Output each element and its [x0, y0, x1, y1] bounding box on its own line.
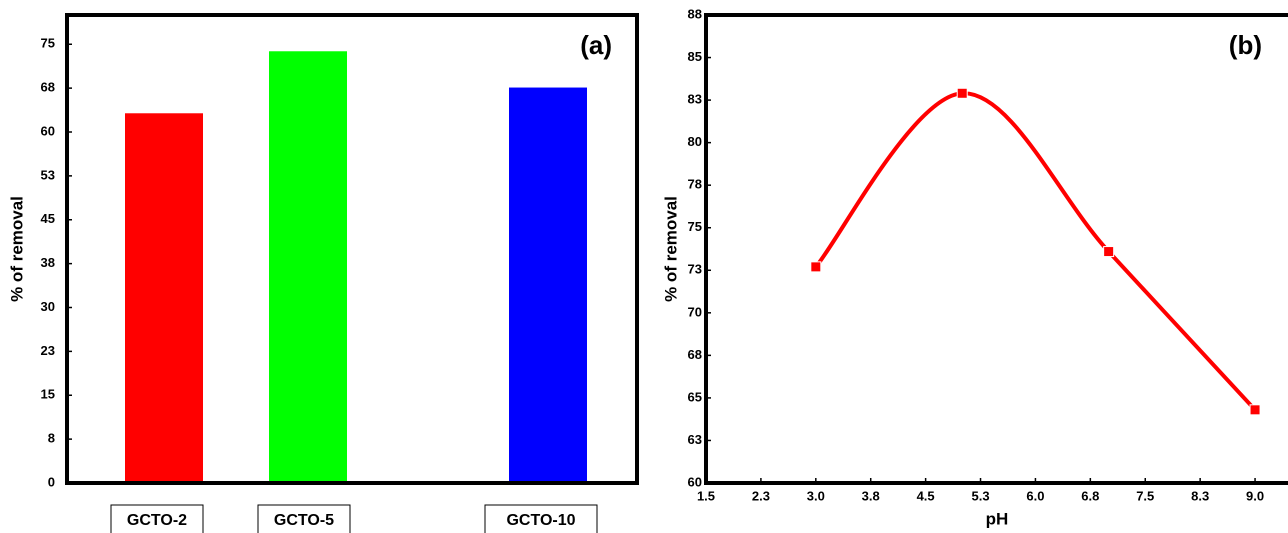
- panel-label: (b): [1229, 30, 1262, 60]
- x-tick-label: 3.0: [807, 488, 825, 503]
- y-tick-label: 70: [688, 304, 702, 319]
- y-tick-label: 68: [688, 347, 702, 362]
- page: {"chart_data": [ {"type": "bar", "y_labe…: [0, 0, 1288, 533]
- bar: [509, 88, 587, 483]
- marker: [1104, 247, 1114, 257]
- marker: [957, 88, 967, 98]
- x-tick-label: 2.3: [752, 488, 770, 503]
- x-tick-label: GCTO-2: [127, 512, 187, 529]
- y-tick-label: 75: [41, 36, 55, 51]
- y-tick-label: 63: [688, 432, 702, 447]
- y-tick-label: 60: [688, 474, 702, 489]
- x-tick-label: 7.5: [1136, 488, 1154, 503]
- x-tick-label: 8.3: [1191, 488, 1209, 503]
- line: [816, 93, 1255, 410]
- y-axis-title: % of removal: [7, 196, 26, 302]
- bar: [125, 113, 203, 483]
- y-tick-label: 0: [48, 474, 55, 489]
- y-tick-label: 30: [41, 299, 55, 314]
- panel-label: (a): [580, 30, 612, 60]
- y-tick-label: 75: [688, 219, 702, 234]
- y-tick-label: 8: [48, 431, 55, 446]
- y-tick-label: 80: [688, 134, 702, 149]
- marker: [1250, 405, 1260, 415]
- y-tick-label: 78: [688, 177, 702, 192]
- y-tick-label: 85: [688, 49, 702, 64]
- x-axis-title: pH: [986, 509, 1009, 528]
- y-axis-title: % of removal: [661, 196, 680, 302]
- x-tick-label: 6.8: [1081, 488, 1099, 503]
- bar: [269, 51, 347, 483]
- y-tick-label: 23: [41, 343, 55, 358]
- y-tick-label: 65: [688, 389, 702, 404]
- plot-frame: [706, 15, 1288, 483]
- y-tick-label: 45: [41, 211, 55, 226]
- y-tick-label: 83: [688, 92, 702, 107]
- y-tick-label: 53: [41, 167, 55, 182]
- y-tick-label: 68: [41, 80, 55, 95]
- x-tick-label: GCTO-5: [274, 512, 334, 529]
- y-tick-label: 88: [688, 6, 702, 21]
- x-tick-label: 9.0: [1246, 488, 1264, 503]
- marker: [811, 262, 821, 272]
- x-tick-label: 6.0: [1026, 488, 1044, 503]
- y-tick-label: 38: [41, 255, 55, 270]
- y-tick-label: 60: [41, 123, 55, 138]
- x-tick-label: 3.8: [862, 488, 880, 503]
- y-tick-label: 15: [41, 387, 55, 402]
- x-tick-label: 5.3: [971, 488, 989, 503]
- y-tick-label: 73: [688, 262, 702, 277]
- x-tick-label: 1.5: [697, 488, 715, 503]
- x-tick-label: 4.5: [917, 488, 935, 503]
- figure: 0 8 15 23 30 38 45 53 60 68 75 % of removal GCTO-2 GC…: [0, 0, 1288, 533]
- x-tick-label: GCTO-10: [506, 512, 575, 529]
